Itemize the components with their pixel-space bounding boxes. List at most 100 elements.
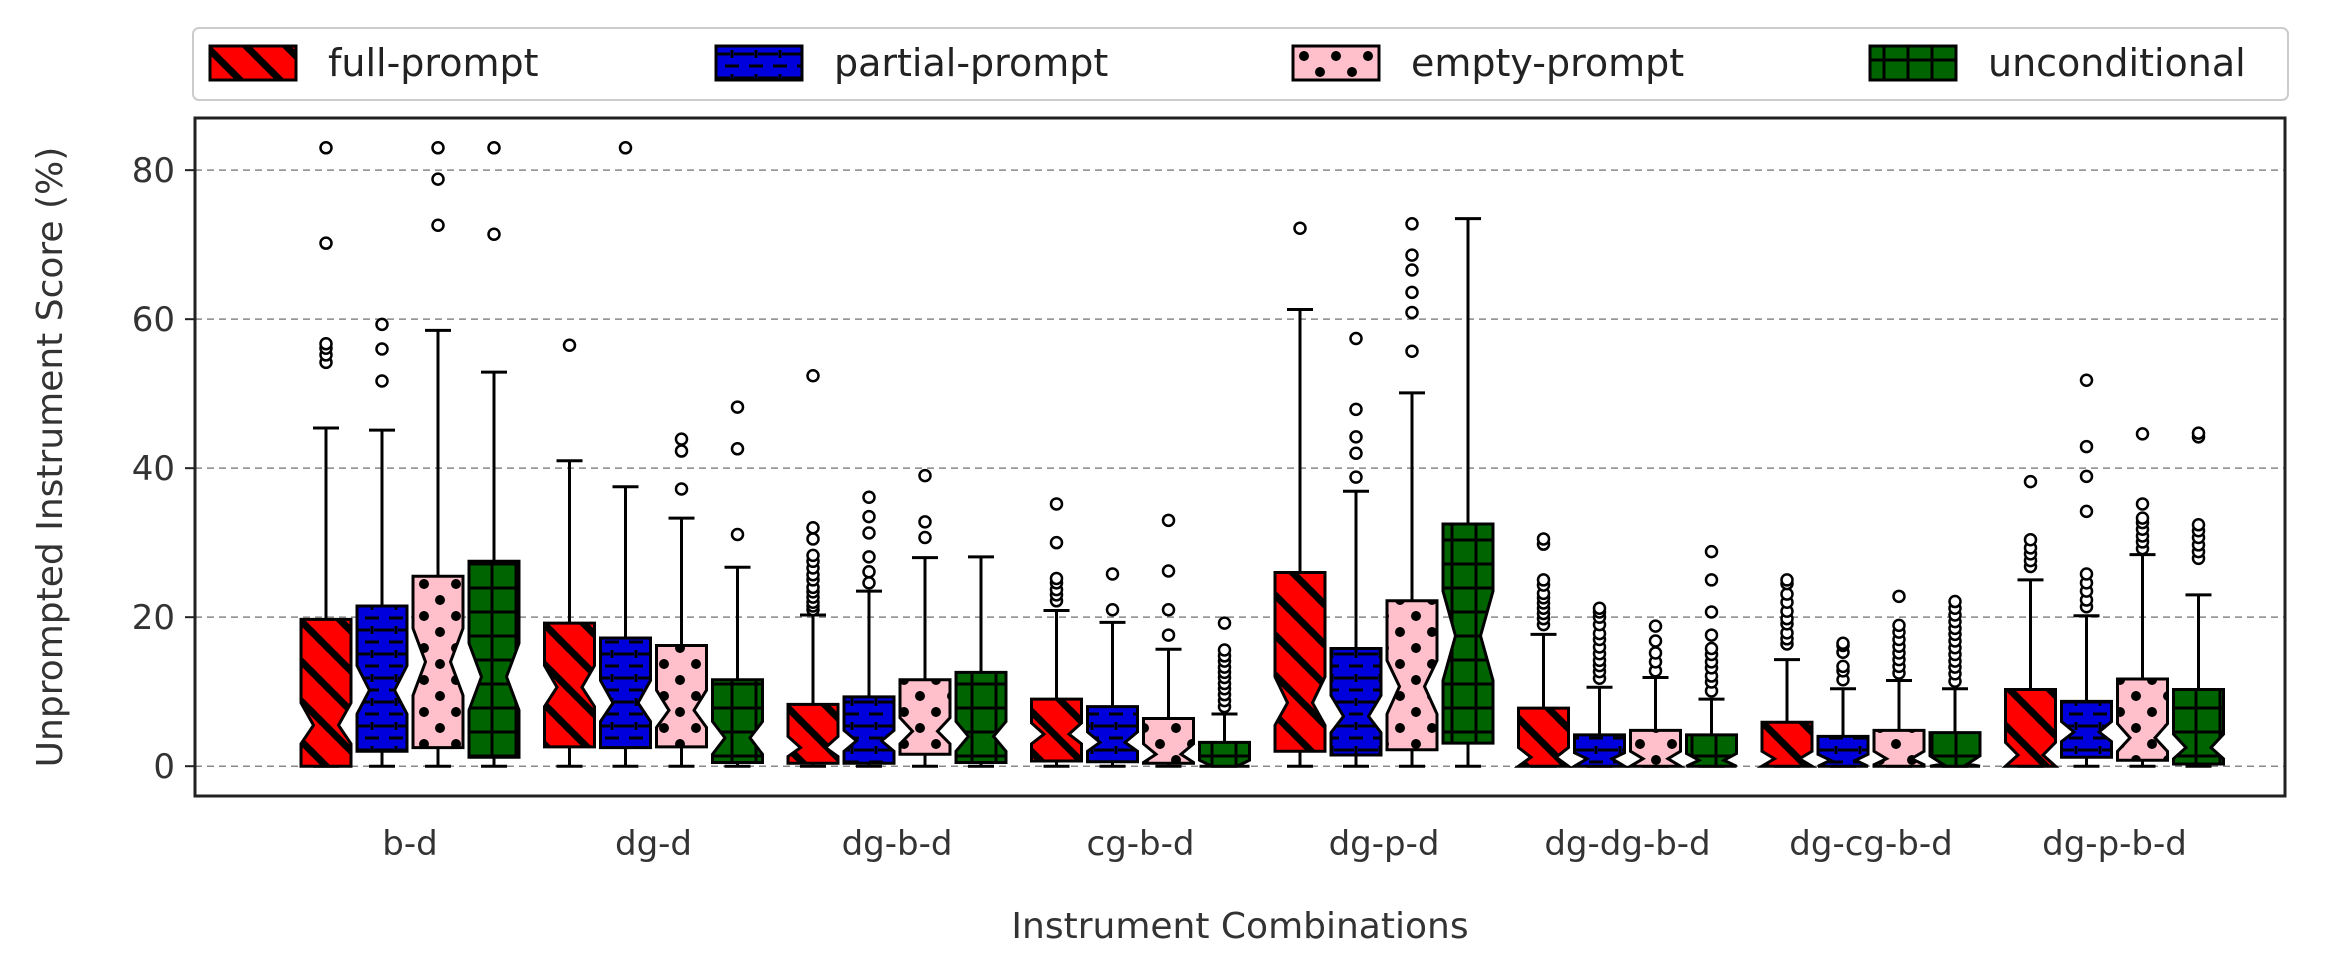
legend-swatch: [208, 44, 298, 82]
box-unconditional-dg-p-b-d: [2172, 426, 2225, 768]
flier-point: [918, 515, 932, 529]
flier-point: [1349, 470, 1363, 484]
flier-point: [431, 218, 445, 233]
y-axis-title: Unprompted Instrument Score (%): [30, 147, 71, 768]
box-empty-prompt-dg-dg-b-d: [1625, 619, 1686, 768]
flier-point: [918, 468, 932, 483]
grid-lines: [195, 169, 2285, 767]
flier-point: [1648, 634, 1663, 648]
flier-point: [1105, 602, 1120, 617]
box-partial-prompt-dg-b-d: [842, 490, 896, 768]
flier-point: [674, 432, 689, 446]
flier-point: [806, 521, 820, 535]
legend-swatch: [1868, 44, 1958, 82]
flier-point: [1217, 616, 1232, 630]
legend-label: unconditional: [1988, 41, 2246, 85]
box-body: [2001, 687, 2060, 768]
legend-label: partial-prompt: [834, 41, 1108, 85]
box-body: [1513, 706, 1574, 768]
flier-point: [1704, 628, 1719, 642]
flier-point: [862, 490, 876, 504]
flier-point: [431, 141, 445, 155]
flier-point: [1704, 573, 1719, 587]
flier-point: [2079, 504, 2094, 519]
box-body: [1685, 733, 1738, 768]
flier-point: [1780, 573, 1794, 587]
flier-point: [2135, 511, 2150, 525]
x-tick-label: dg-b-d: [842, 824, 953, 864]
flier-point: [375, 374, 389, 388]
flier-point: [2191, 426, 2206, 440]
box-body: [1030, 697, 1083, 763]
box-body: [1273, 570, 1327, 753]
flier-point: [1349, 402, 1363, 417]
box-body: [1142, 717, 1195, 765]
flier-point: [375, 317, 389, 332]
flier-point: [862, 576, 876, 590]
box-body: [2116, 677, 2169, 762]
legend-label: full-prompt: [328, 41, 538, 85]
flier-point: [562, 338, 577, 352]
flier-point: [375, 342, 389, 356]
box-series: [299, 141, 2225, 768]
x-tick-label: cg-b-d: [1087, 824, 1195, 864]
flier-point: [1049, 497, 1064, 511]
box-partial-prompt-cg-b-d: [1086, 567, 1139, 768]
flier-point: [1293, 221, 1307, 236]
box-body: [1198, 740, 1251, 768]
flier-point: [1405, 248, 1419, 262]
y-tick-label: 80: [132, 151, 175, 191]
flier-point: [1704, 544, 1719, 559]
box-full-prompt-dg-p-d: [1273, 221, 1327, 768]
flier-point: [1536, 573, 1551, 587]
box-body: [599, 636, 652, 750]
flier-point: [1405, 285, 1419, 300]
flier-point: [2023, 474, 2038, 489]
flier-point: [319, 337, 333, 351]
box-full-prompt-dg-b-d: [786, 369, 840, 768]
flier-point: [806, 532, 820, 546]
box-body: [1625, 728, 1686, 768]
flier-point: [806, 369, 820, 383]
flier-point: [862, 509, 876, 524]
box-empty-prompt-dg-d: [655, 432, 708, 768]
flier-point: [1161, 564, 1176, 578]
flier-point: [862, 564, 876, 579]
flier-point: [431, 172, 445, 186]
box-body: [1928, 731, 1982, 768]
flier-point: [1648, 619, 1663, 633]
box-body: [842, 695, 896, 765]
flier-point: [674, 444, 689, 458]
flier-point: [862, 526, 876, 540]
box-partial-prompt-dg-dg-b-d: [1569, 601, 1630, 768]
flier-point: [1217, 643, 1232, 657]
flier-point: [1349, 331, 1363, 346]
flier-point: [618, 141, 633, 155]
flier-point: [1892, 618, 1906, 633]
flier-point: [1892, 589, 1906, 604]
flier-point: [1704, 605, 1719, 619]
flier-point: [1648, 646, 1663, 660]
box-body: [655, 643, 708, 749]
flier-point: [319, 141, 333, 155]
y-tick-label: 60: [132, 300, 175, 340]
box-full-prompt-dg-cg-b-d: [1756, 573, 1818, 768]
box-body: [299, 617, 353, 768]
box-full-prompt-dg-p-b-d: [2001, 474, 2060, 768]
x-axis: b-d dg-d dg-b-d cg-b-d dg-p-d dg-dg-b-d dg-cg-…: [382, 824, 2187, 864]
box-partial-prompt-dg-p-b-d: [2060, 373, 2113, 768]
box-body: [1756, 720, 1818, 768]
box-unconditional-dg-b-d: [954, 555, 1008, 768]
legend: full-prompt partial-prompt empty-prompt unc…: [192, 27, 2289, 101]
box-empty-prompt-dg-p-b-d: [2116, 427, 2169, 768]
flier-point: [1349, 430, 1363, 444]
x-tick-label: dg-cg-b-d: [1789, 824, 1952, 864]
box-body: [411, 574, 465, 750]
flier-point: [674, 482, 689, 496]
flier-point: [2079, 439, 2094, 454]
flier-point: [1836, 659, 1850, 674]
box-unconditional-dg-d: [711, 400, 764, 768]
flier-point: [730, 400, 745, 414]
legend-swatch: [714, 44, 804, 82]
flier-point: [1049, 571, 1064, 586]
